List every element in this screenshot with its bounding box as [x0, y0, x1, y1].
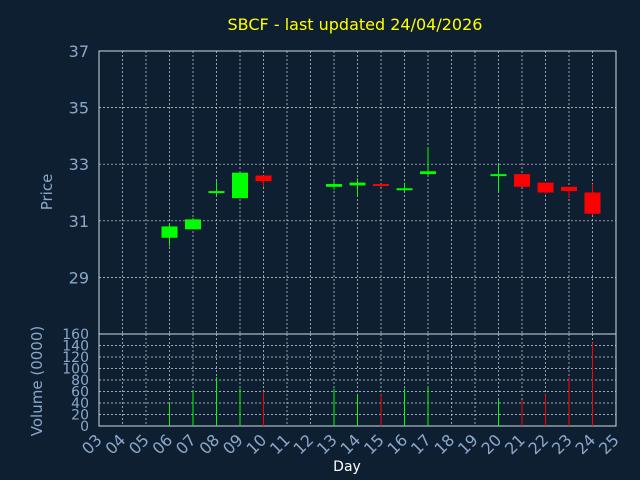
x-tick-label: 25 [595, 430, 623, 458]
volume-tick-label: 20 [71, 408, 89, 424]
candle-body [490, 174, 507, 177]
price-tick-label: 37 [69, 42, 89, 61]
volume-tick-label: 120 [62, 350, 89, 366]
volume-tick-label: 160 [62, 327, 89, 343]
candle-body [396, 188, 413, 191]
candle-body [584, 192, 601, 214]
candle-body [537, 182, 554, 193]
volume-tick-label: 0 [80, 419, 89, 435]
price-tick-label: 33 [69, 155, 89, 174]
candle-body [208, 191, 225, 194]
price-axis-ticks: 29 31 33 35 37 [69, 42, 89, 287]
volume-tick-label: 60 [71, 385, 89, 401]
candle-body [232, 172, 248, 199]
price-tick-label: 31 [69, 212, 89, 231]
candle-body [349, 182, 366, 186]
candle-body [561, 186, 577, 192]
x-axis-ticks: 0304050607080910111213141516171819202122… [78, 430, 623, 458]
chart-title: SBCF - last updated 24/04/2026 [228, 15, 483, 34]
candles [161, 147, 601, 247]
price-tick-label: 35 [69, 99, 89, 118]
volume-tick-label: 100 [62, 362, 89, 378]
candle-body [161, 226, 178, 238]
candle-body [255, 175, 272, 182]
price-tick-label: 29 [69, 268, 89, 287]
candle-body [420, 171, 436, 175]
volume-tick-label: 140 [62, 339, 89, 355]
volume-tick-label: 80 [71, 373, 89, 389]
x-axis-label: Day [333, 459, 361, 475]
price-axis-label: Price [38, 174, 56, 211]
candle-body [514, 174, 530, 187]
volume-bars [169, 342, 593, 426]
candle-body [373, 184, 389, 187]
candle-body [326, 184, 342, 187]
candle-body [185, 219, 201, 230]
volume-tick-label: 40 [71, 396, 89, 412]
volume-axis-label: Volume (0000) [28, 326, 46, 436]
